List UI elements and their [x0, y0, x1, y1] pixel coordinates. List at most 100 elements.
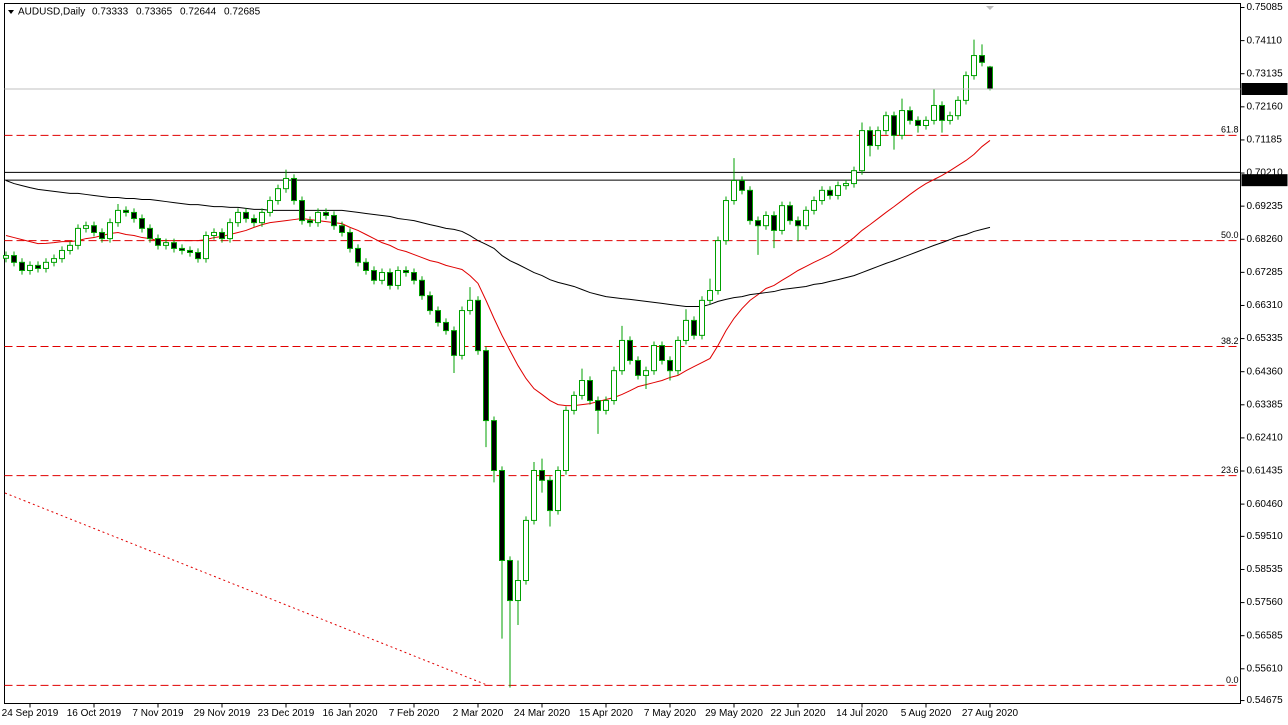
candle-body — [667, 359, 673, 372]
level-label: 0.70000 — [1247, 175, 1284, 186]
candle-body — [107, 222, 113, 240]
y-tick-label: 0.68260 — [1247, 234, 1284, 245]
x-tick-label: 7 Nov 2019 — [132, 708, 184, 719]
y-tick-label: 0.58535 — [1247, 564, 1284, 575]
fib-label: 38.2 — [1221, 336, 1239, 346]
candle-body — [651, 345, 657, 372]
candle-body — [987, 66, 993, 90]
y-tick-label: 0.62410 — [1247, 433, 1284, 444]
candle-body — [515, 580, 521, 602]
candle-body — [747, 189, 753, 222]
shift-marker — [986, 6, 994, 10]
candle-body — [451, 330, 457, 356]
candle-body — [827, 189, 833, 196]
candle-body — [283, 177, 289, 190]
chart-title: AUDUSD,Daily — [18, 7, 85, 18]
candle-body — [563, 409, 569, 471]
candle-body — [955, 99, 961, 117]
trend-line — [4, 492, 488, 686]
y-tick-label: 0.56585 — [1247, 630, 1284, 641]
candle-body — [659, 345, 665, 361]
candle-body — [483, 350, 489, 422]
candle-body — [931, 104, 937, 121]
candle-body — [259, 211, 265, 224]
header-close: 0.72685 — [224, 7, 261, 18]
candle-body — [235, 211, 241, 224]
x-tick-label: 2 Mar 2020 — [453, 708, 504, 719]
candle-body — [699, 299, 705, 336]
candle-body — [811, 200, 817, 211]
candle-body — [387, 272, 393, 286]
x-tick-label: 7 May 2020 — [644, 708, 697, 719]
y-tick-label: 0.65335 — [1247, 333, 1284, 344]
menu-marker — [8, 10, 14, 14]
candle-body — [3, 255, 9, 259]
candle-body — [523, 519, 529, 582]
candle-body — [979, 55, 985, 63]
candle-body — [291, 177, 297, 202]
moving-average — [5, 140, 991, 407]
candle-body — [963, 75, 969, 101]
candle-body — [75, 227, 81, 246]
y-tick-label: 0.66310 — [1247, 300, 1284, 311]
candle-body — [435, 310, 441, 323]
candle-body — [243, 211, 249, 220]
candle-body — [867, 130, 873, 147]
candle-body — [171, 242, 177, 249]
candle-body — [603, 400, 609, 411]
candle-body — [11, 255, 17, 263]
candle-body — [971, 55, 977, 77]
x-tick-label: 24 Sep 2019 — [2, 708, 59, 719]
candle-body — [123, 209, 129, 213]
y-tick-label: 0.73135 — [1247, 68, 1284, 79]
candle-body — [731, 180, 737, 202]
candle-body — [835, 185, 841, 196]
y-tick-label: 0.67285 — [1247, 267, 1284, 278]
x-tick-label: 24 Mar 2020 — [514, 708, 571, 719]
candle-body — [275, 188, 281, 202]
candle-body — [227, 222, 233, 240]
candle-body — [179, 247, 185, 251]
candle-body — [787, 205, 793, 222]
candle-body — [675, 339, 681, 372]
candle-body — [315, 211, 321, 224]
header-low: 0.72644 — [180, 7, 217, 18]
candle-body — [35, 264, 41, 269]
candle-body — [43, 261, 49, 269]
x-tick-label: 7 Feb 2020 — [389, 708, 440, 719]
x-tick-label: 14 Jul 2020 — [836, 708, 888, 719]
y-tick-label: 0.63385 — [1247, 399, 1284, 410]
candle-body — [99, 231, 105, 240]
candle-body — [459, 310, 465, 356]
candle-body — [771, 214, 777, 231]
candle-body — [875, 130, 881, 147]
candle-body — [403, 269, 409, 274]
candle-body — [627, 339, 633, 361]
y-tick-label: 0.55610 — [1247, 663, 1284, 674]
header-high: 0.73365 — [136, 7, 173, 18]
candle-body — [571, 394, 577, 411]
candle-body — [691, 319, 697, 336]
candle-body — [587, 380, 593, 402]
candle-body — [683, 319, 689, 341]
candle-body — [219, 231, 225, 240]
candle-body — [411, 272, 417, 281]
x-tick-label: 23 Dec 2019 — [258, 708, 315, 719]
x-tick-label: 29 May 2020 — [705, 708, 763, 719]
candle-body — [723, 200, 729, 242]
candle-body — [595, 400, 601, 411]
candle-body — [859, 130, 865, 172]
y-tick-label: 0.59510 — [1247, 531, 1284, 542]
candle-body — [475, 299, 481, 352]
candle-body — [427, 295, 433, 312]
candle-body — [883, 115, 889, 132]
x-tick-label: 29 Nov 2019 — [194, 708, 251, 719]
candle-body — [907, 110, 913, 121]
candle-body — [819, 189, 825, 202]
candle-body — [83, 225, 89, 229]
candle-body — [395, 269, 401, 286]
candle-body — [915, 119, 921, 127]
candle-body — [763, 214, 769, 227]
candle-body — [163, 242, 169, 246]
